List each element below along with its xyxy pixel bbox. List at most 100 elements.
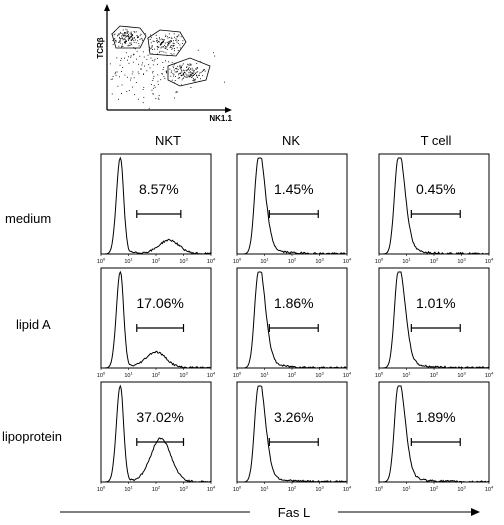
- panel-medium-nkt-tick-label: 104: [207, 257, 216, 266]
- inset-dot: [150, 37, 152, 39]
- inset-dot: [180, 67, 182, 69]
- inset-dot: [147, 54, 149, 56]
- panel-lipoprotein-t-cell-frame: [378, 381, 490, 483]
- inset-dot: [195, 68, 197, 70]
- inset-dot: [126, 29, 128, 31]
- inset-dot: [185, 73, 187, 75]
- inset-dot: [176, 47, 178, 49]
- inset-dot: [170, 40, 172, 41]
- gate-t-cell: [111, 25, 147, 49]
- inset-dot: [161, 38, 163, 40]
- panel-lipid-a-t-cell-frame: [378, 267, 490, 369]
- inset-dot: [190, 73, 192, 75]
- inset-dot: [172, 73, 174, 75]
- inset-dot: [142, 62, 143, 64]
- panel-lipid-a-nkt-tick-label: 102: [152, 371, 161, 380]
- inset-dot: [166, 72, 167, 74]
- inset-dot: [150, 42, 152, 44]
- inset-dot: [165, 71, 167, 72]
- inset-dot: [120, 39, 121, 41]
- inset-dot: [143, 74, 144, 75]
- inset-dot: [182, 40, 184, 42]
- inset-dot: [131, 32, 132, 34]
- inset-dot: [193, 72, 194, 74]
- inset-dot: [133, 41, 135, 43]
- inset-dot: [127, 32, 129, 34]
- inset-dot: [146, 70, 148, 72]
- panel-lipoprotein-nk-tick-label: 104: [343, 485, 352, 494]
- inset-dot: [126, 91, 128, 92]
- inset-dot: [137, 40, 139, 42]
- inset-dot: [164, 46, 166, 47]
- inset-dot: [189, 76, 190, 78]
- inset-dot: [128, 36, 129, 38]
- inset-dot: [138, 45, 140, 47]
- inset-dot: [180, 72, 182, 74]
- inset-dot: [157, 97, 159, 99]
- inset-dot: [110, 78, 112, 80]
- inset-dot: [181, 74, 183, 76]
- row-label-lipid-a: lipid A: [16, 317, 51, 332]
- inset-dot: [187, 69, 189, 70]
- panel-lipoprotein-nkt: 37.02% 100 101 102 103 104: [97, 381, 216, 494]
- inset-dot: [112, 44, 114, 45]
- inset-dot: [181, 79, 183, 81]
- scatter-inset: TCRβ NK1.1: [96, 4, 233, 123]
- panel-lipid-a-nkt: 17.06% 100 101 102 103 104: [97, 267, 216, 380]
- inset-dot: [118, 41, 120, 43]
- inset-dot: [188, 64, 189, 66]
- inset-dot: [157, 42, 158, 44]
- inset-dot: [176, 39, 178, 41]
- inset-dot: [136, 35, 138, 37]
- inset-dot: [168, 42, 170, 44]
- inset-dot: [176, 41, 178, 43]
- inset-dot: [122, 29, 124, 31]
- panel-lipid-a-t-cell-tick-label: 101: [402, 371, 411, 380]
- inset-dot: [126, 31, 128, 33]
- inset-dot: [179, 47, 181, 49]
- inset-dot: [125, 36, 127, 38]
- panel-lipid-a-t-cell-tick-label: 104: [485, 371, 494, 380]
- panel-lipoprotein-t-cell-tick-label: 101: [402, 485, 411, 494]
- inset-dot: [164, 47, 166, 49]
- inset-dot: [123, 35, 125, 37]
- inset-dot: [134, 94, 135, 96]
- inset-dot: [178, 73, 180, 74]
- inset-dot: [181, 70, 183, 72]
- inset-dot: [119, 76, 120, 78]
- inset-dot: [141, 64, 143, 66]
- inset-dot: [161, 41, 163, 43]
- panel-lipid-a-nk-tick-label: 104: [343, 371, 352, 380]
- inset-dot: [173, 53, 175, 55]
- fasl-axis-title: Fas L: [278, 505, 311, 520]
- inset-dot: [148, 64, 150, 66]
- inset-dot: [196, 77, 198, 78]
- inset-dot: [121, 37, 123, 39]
- inset-dot: [174, 36, 175, 38]
- inset-dot: [174, 97, 175, 99]
- panel-lipoprotein-t-cell-tick-label: 103: [457, 485, 466, 494]
- inset-dot: [138, 36, 139, 38]
- inset-dot: [151, 84, 152, 85]
- panel-lipoprotein-t-cell-tick-label: 100: [375, 485, 384, 494]
- inset-dot: [115, 39, 116, 41]
- inset-dot: [151, 59, 153, 61]
- inset-dot: [135, 31, 137, 33]
- inset-dot: [132, 34, 133, 36]
- panel-medium-t-cell-tick-label: 101: [402, 257, 411, 266]
- inset-dot: [180, 67, 182, 68]
- inset-dot: [187, 76, 188, 78]
- inset-dot: [158, 41, 160, 42]
- inset-dot: [153, 85, 155, 87]
- inset-dot: [153, 87, 154, 89]
- inset-dot: [167, 44, 168, 46]
- inset-dot: [186, 74, 188, 76]
- inset-dot: [131, 73, 133, 75]
- inset-dot: [189, 63, 191, 65]
- inset-dot: [181, 66, 182, 68]
- inset-dot: [124, 32, 125, 33]
- inset-dot: [181, 71, 183, 73]
- panel-lipoprotein-nkt-tick-label: 101: [124, 485, 133, 494]
- inset-dot: [163, 51, 165, 53]
